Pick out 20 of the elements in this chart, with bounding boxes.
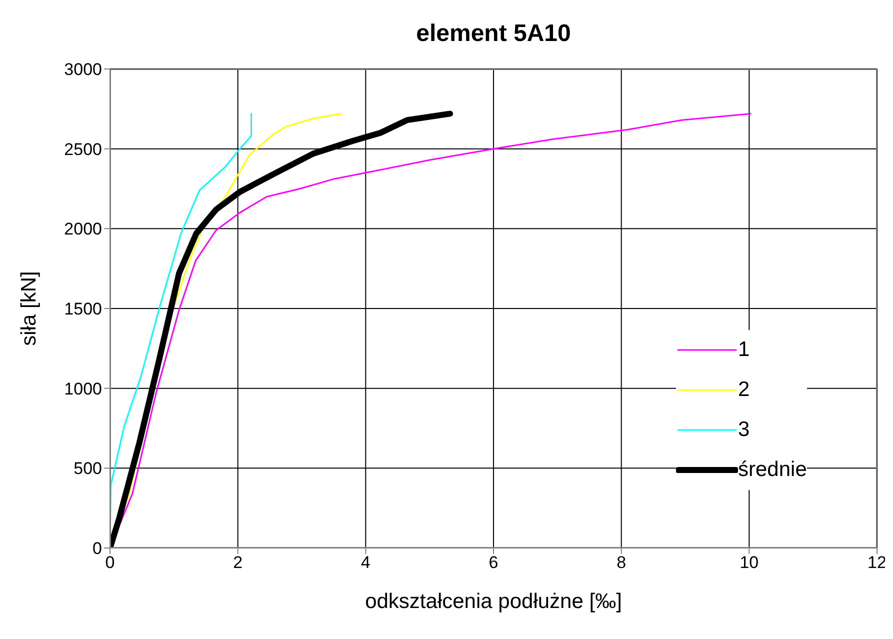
x-tick-label: 4 — [360, 553, 370, 572]
y-tick-label: 1000 — [64, 379, 102, 398]
legend-label: 2 — [738, 378, 750, 402]
y-tick-label: 2500 — [64, 140, 102, 159]
x-axis-title: odkształcenia podłużne [‰] — [365, 590, 622, 613]
y-tick-label: 0 — [92, 539, 102, 558]
x-tick-label: 6 — [488, 553, 498, 572]
y-tick-label: 500 — [74, 459, 102, 478]
x-tick-label: 8 — [616, 553, 626, 572]
y-tick-label: 2000 — [64, 220, 102, 239]
legend-label: 1 — [738, 338, 750, 362]
y-tick-label: 3000 — [64, 60, 102, 80]
x-tick-label: 10 — [740, 553, 759, 572]
x-tick-label: 2 — [233, 553, 243, 572]
y-axis-title: siła [kN] — [17, 271, 40, 346]
y-tick-label: 1500 — [64, 300, 102, 319]
legend-label: 3 — [738, 418, 750, 442]
chart-title: element 5A10 — [415, 20, 572, 48]
legend-label: średnie — [738, 458, 807, 482]
x-tick-label: 0 — [105, 553, 115, 572]
